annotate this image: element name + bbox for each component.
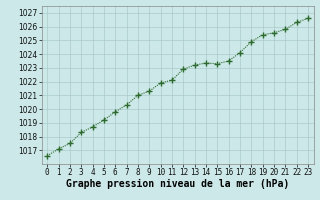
X-axis label: Graphe pression niveau de la mer (hPa): Graphe pression niveau de la mer (hPa) <box>66 179 289 189</box>
